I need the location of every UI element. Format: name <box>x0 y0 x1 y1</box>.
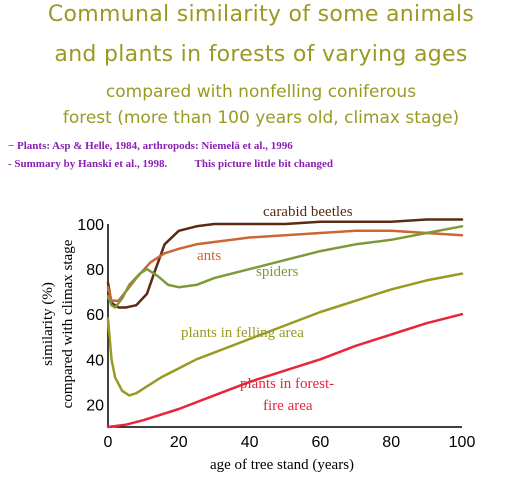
label-carabid-beetles: carabid beetles <box>263 204 353 220</box>
chart-title-line-1: Communal similarity of some animals <box>47 2 475 27</box>
y-tick-label: 40 <box>86 352 104 369</box>
x-tick-label: 0 <box>104 434 113 451</box>
x-tick-label: 100 <box>449 434 476 451</box>
chart-subtitle-line-2: forest (more than 100 years old, climax … <box>62 108 460 128</box>
y-axis-label-line-2: compared with climax stage <box>60 239 76 408</box>
source-line-2: - Summary by Hanski et al., 1998. This p… <box>8 158 334 170</box>
chart-subtitle-line-1: compared with nonfelling coniferous <box>105 82 417 102</box>
series-line-3 <box>106 272 464 397</box>
y-axis-label-line-1: similarity (%) <box>40 282 56 366</box>
label-spiders: spiders <box>256 264 299 280</box>
label-plants-felling: plants in felling area <box>181 325 304 341</box>
series-line-2 <box>106 225 464 309</box>
series-labels: carabid beetles ants spiders plants in f… <box>181 204 353 414</box>
series-line-0 <box>106 218 464 309</box>
x-tick-label: 80 <box>382 434 400 451</box>
series-lines <box>106 218 464 429</box>
label-plants-fire-line-1: plants in forest- <box>240 376 334 392</box>
y-tick-label: 20 <box>86 397 104 414</box>
y-tick-label: 100 <box>77 217 104 234</box>
y-tick-label: 80 <box>86 262 104 279</box>
chart-title-line-2: and plants in forests of varying ages <box>54 42 468 67</box>
x-tick-label: 60 <box>312 434 330 451</box>
series-line-4 <box>106 312 464 429</box>
x-tick-label: 20 <box>170 434 188 451</box>
tick-labels: 0 20 40 60 80 100 20 40 60 80 100 <box>77 217 475 451</box>
y-tick-label: 60 <box>86 307 104 324</box>
label-plants-fire-line-2: fire area <box>263 398 313 414</box>
source-line-1: − Plants: Asp & Helle, 1984, arthropods:… <box>8 140 293 152</box>
label-ants: ants <box>197 248 221 264</box>
x-axis-label: age of tree stand (years) <box>210 457 354 473</box>
x-tick-label: 40 <box>241 434 259 451</box>
